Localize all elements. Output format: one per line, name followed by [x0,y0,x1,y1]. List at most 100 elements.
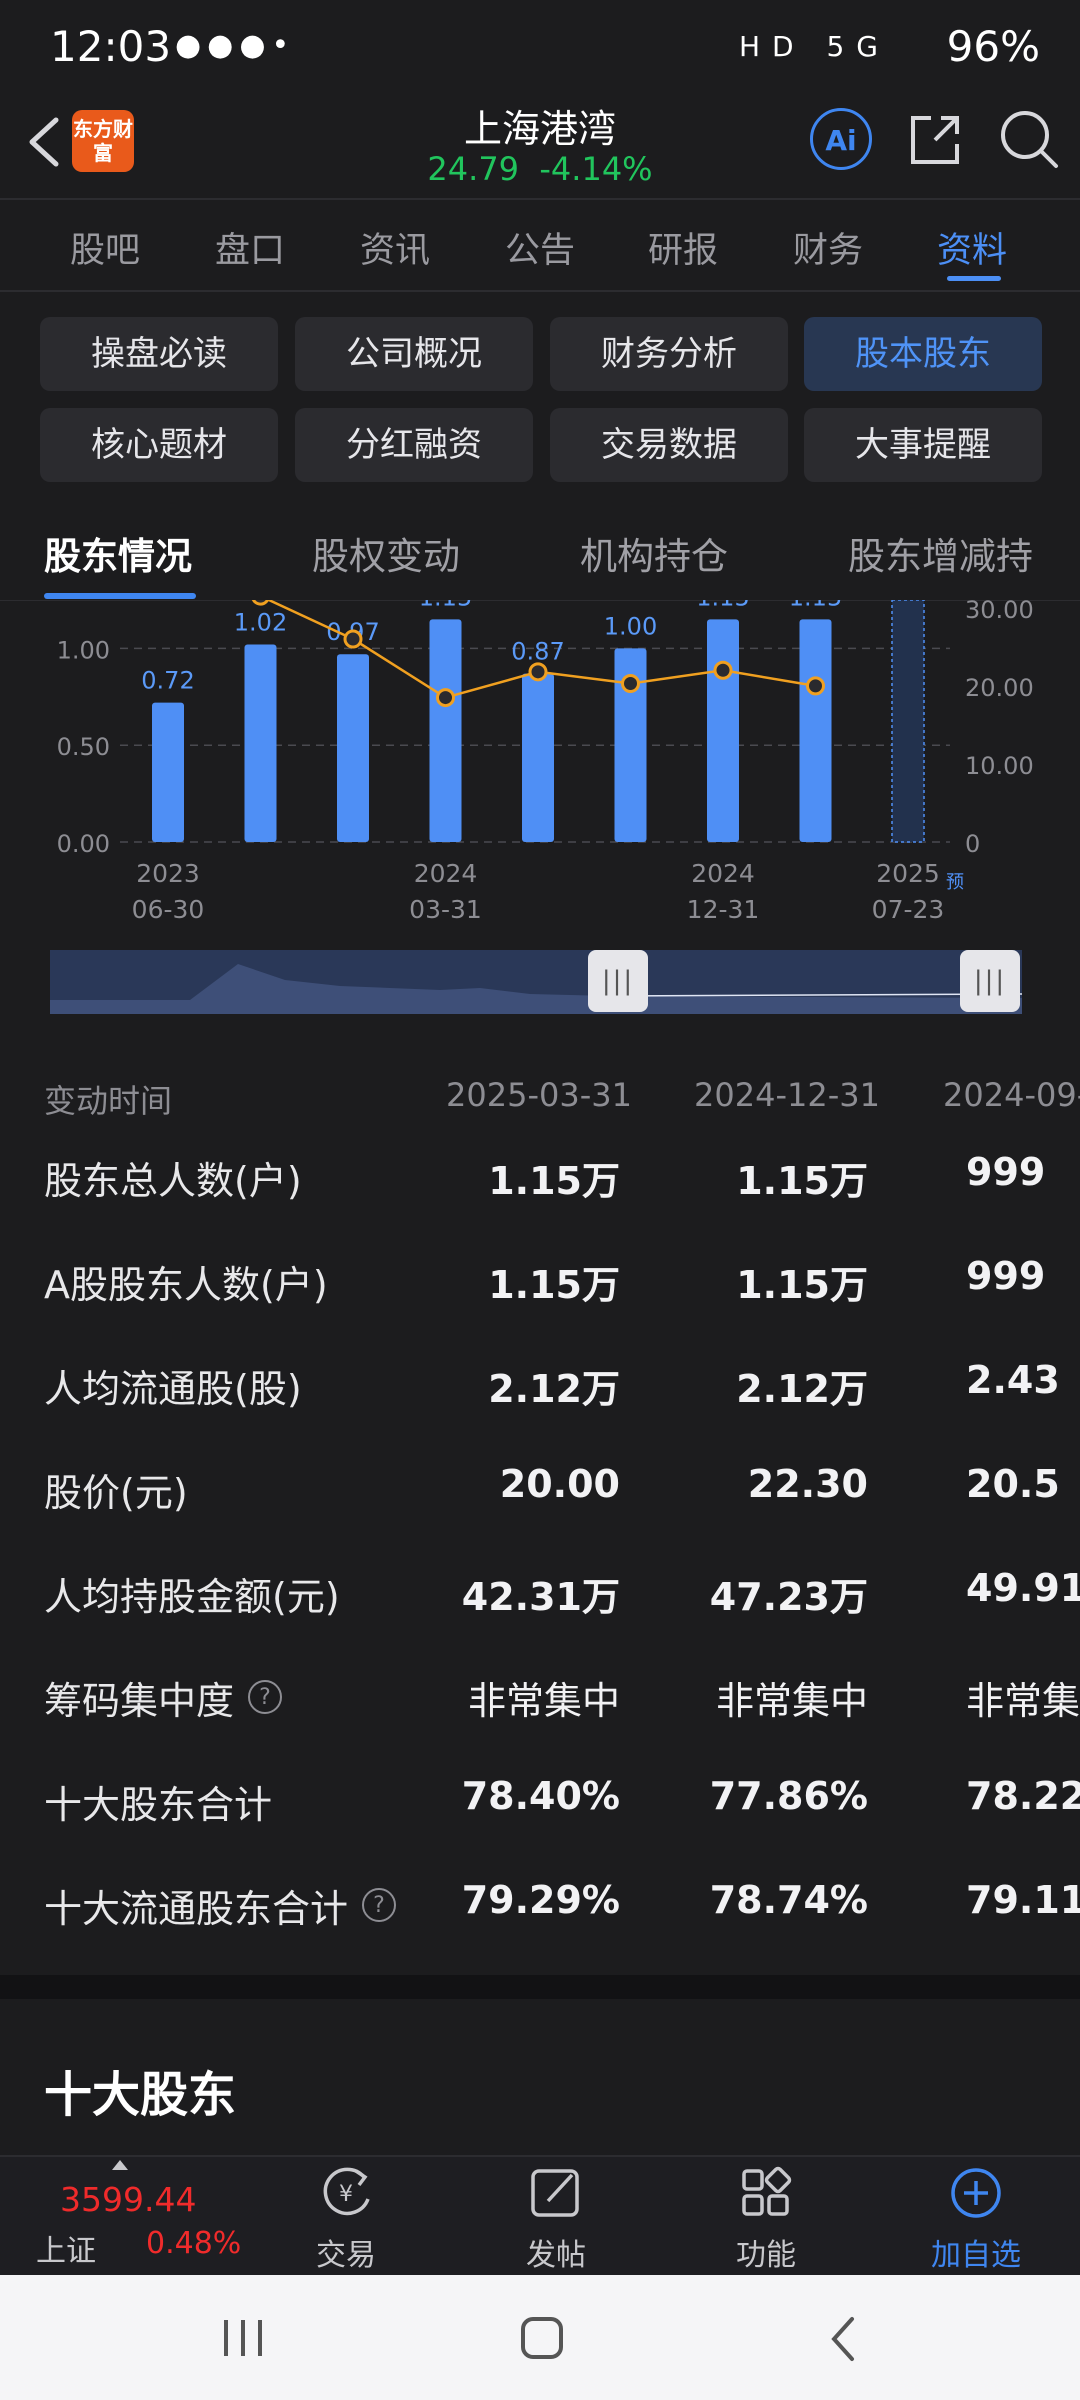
table-cell: 20.00 [499,1462,620,1506]
table-cell: 999 [966,1254,1046,1298]
y-right-tick-label: 20.00 [965,674,1034,702]
shareholder-chart: 0.000.501.00010.0020.0030.000.721.020.97… [57,600,1034,924]
add-watchlist-icon[interactable] [946,2165,1006,2221]
table-cell: 非常集中 [715,1679,868,1723]
x-tick-date: 12-31 [687,895,760,924]
subtab-institutional-holdings[interactable]: 机构持仓 [580,535,728,578]
tab-announcements[interactable]: 公告 [505,231,576,271]
bar [244,644,277,842]
system-back-icon[interactable] [828,2316,858,2362]
table-cell: 79.29% [461,1878,620,1922]
bar [707,619,739,842]
y-left-tick-label: 0.50 [57,733,110,761]
forecast-bar [891,600,925,843]
table-cell: 2.43 [966,1358,1060,1402]
chart-range-slider[interactable] [50,950,1022,1014]
nav-functions-label[interactable]: 功能 [736,2238,796,2273]
chip-events[interactable]: 大事提醒 [804,408,1042,482]
chip-dividends[interactable]: 分红融资 [295,408,533,482]
ai-assistant-button[interactable]: Ai [810,108,872,170]
subtab-holding-changes[interactable]: 股东增减持 [848,535,1033,578]
tab-research[interactable]: 研报 [648,231,719,271]
stock-change: -4.14% [539,150,653,188]
table-cell: 77.86% [709,1774,868,1818]
line-point [251,600,270,606]
chip-company-overview[interactable]: 公司概况 [295,317,533,391]
subtab-shareholder-status[interactable]: 股东情况 [44,535,192,578]
row-label: 股价(元) [44,1471,188,1515]
bar [337,654,369,842]
chip-core-themes[interactable]: 核心题材 [40,408,278,482]
chip-trading-guide[interactable]: 操盘必读 [40,317,278,391]
table-cell: 79.11 [966,1878,1080,1922]
subtab-equity-changes[interactable]: 股权变动 [312,535,460,578]
app-logo: 东方财富 [72,110,134,172]
home-icon[interactable] [520,2316,564,2360]
row-label: 人均持股金额(元) [44,1575,340,1619]
header-divider [0,198,1080,200]
chip-trading-data[interactable]: 交易数据 [550,408,788,482]
post-icon[interactable] [526,2165,586,2221]
tab-finance[interactable]: 财务 [793,231,864,271]
tab-pankou[interactable]: 盘口 [215,231,286,271]
tab-guba[interactable]: 股吧 [70,231,141,271]
bar [614,648,647,842]
active-tab-indicator [947,276,1001,281]
line-point [528,662,548,682]
line-point [713,660,733,680]
bar-data-label: 1.02 [234,609,287,637]
row-label: A股股东人数(户) [44,1263,328,1307]
line-point [621,674,640,694]
index-change[interactable]: 0.48% [146,2226,242,2261]
tab-profile[interactable]: 资料 [937,231,1008,271]
row-label: 股东总人数(户) [44,1159,302,1203]
table-cell: 非常集中 [467,1679,620,1723]
row-label: 十大股东合计 [44,1783,273,1827]
bar-data-label: 1.00 [604,612,657,640]
table-cell: 20.5 [966,1462,1060,1506]
share-icon[interactable] [905,110,965,170]
table-cell: 2.12万 [736,1367,868,1411]
column-header: 2025-03-31 [446,1076,632,1114]
nav-trade-label[interactable]: 交易 [316,2238,376,2273]
recent-apps-icon[interactable] [220,2318,266,2358]
bar-data-label: 1.15 [789,600,842,611]
table-cell: 49.91 [966,1566,1080,1610]
table-cell: 78.74% [709,1878,868,1922]
table-cell: 999 [966,1150,1046,1194]
range-start-handle[interactable]: ||| [588,950,648,1012]
row-label: 筹码集中度 [44,1679,235,1723]
x-tick-year: 2025 [876,859,940,888]
table-cell: 2.12万 [488,1367,620,1411]
chip-financial-analysis[interactable]: 财务分析 [550,317,788,391]
table-cell: 1.15万 [488,1263,620,1307]
nav-post-label[interactable]: 发帖 [526,2238,586,2273]
x-tick-date: 07-23 [872,895,945,924]
y-right-tick-label: 30.00 [965,600,1034,624]
section-separator [0,1975,1080,1999]
help-icon[interactable]: ? [362,1888,396,1922]
y-left-tick-label: 0.00 [57,830,110,858]
caret-up-icon [112,2160,128,2170]
chip-shareholders[interactable]: 股本股东 [804,317,1042,391]
functions-grid-icon[interactable] [736,2165,796,2221]
table-cell: 78.40% [461,1774,620,1818]
range-end-handle[interactable]: ||| [960,950,1020,1012]
trade-icon[interactable]: ¥ [316,2165,376,2221]
back-arrow-icon[interactable] [18,112,78,172]
column-header: 2024-09- [943,1076,1080,1114]
table-cell: 47.23万 [709,1575,868,1619]
help-icon[interactable]: ? [248,1680,282,1714]
nav-add-watchlist-label[interactable]: 加自选 [931,2238,1021,2273]
tab-news[interactable]: 资讯 [360,231,431,271]
table-cell: 42.31万 [461,1575,620,1619]
line-point [806,676,825,696]
search-icon[interactable] [998,108,1060,170]
table-cell: 1.15万 [736,1263,868,1307]
bar [429,619,462,842]
table-cell: 1.15万 [736,1159,868,1203]
index-name[interactable]: 上证 [36,2234,96,2269]
index-value[interactable]: 3599.44 [60,2180,197,2219]
status-indicators: HD 5G [738,30,890,63]
bar-data-label: 0.72 [141,667,194,695]
